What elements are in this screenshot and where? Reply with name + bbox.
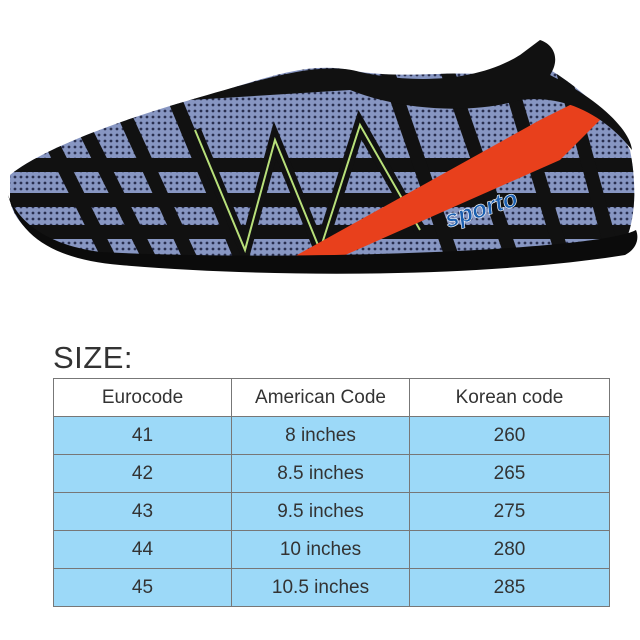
table-header-row: Eurocode American Code Korean code <box>53 378 610 417</box>
cell-american-code: 8.5 inches <box>231 454 410 493</box>
cell-korean-code: 275 <box>409 492 610 531</box>
cell-eurocode: 45 <box>53 568 232 607</box>
size-title: SIZE: <box>53 340 134 375</box>
table-row: 45 10.5 inches 285 <box>53 568 610 607</box>
cell-american-code: 10.5 inches <box>231 568 410 607</box>
cell-korean-code: 265 <box>409 454 610 493</box>
cell-eurocode: 44 <box>53 530 232 569</box>
header-eurocode: Eurocode <box>53 378 232 417</box>
cell-american-code: 10 inches <box>231 530 410 569</box>
cell-korean-code: 280 <box>409 530 610 569</box>
sole <box>8 195 638 274</box>
table-row: 41 8 inches 260 <box>53 416 610 455</box>
header-korean-code: Korean code <box>409 378 610 417</box>
table-row: 44 10 inches 280 <box>53 530 610 569</box>
cell-american-code: 8 inches <box>231 416 410 455</box>
size-chart-table: Eurocode American Code Korean code 41 8 … <box>53 378 610 607</box>
table-row: 42 8.5 inches 265 <box>53 454 610 493</box>
shoe-image: sporto <box>8 40 638 274</box>
header-american-code: American Code <box>231 378 410 417</box>
cell-eurocode: 42 <box>53 454 232 493</box>
collar <box>190 40 632 150</box>
cell-eurocode: 43 <box>53 492 232 531</box>
cell-eurocode: 41 <box>53 416 232 455</box>
table-row: 43 9.5 inches 275 <box>53 492 610 531</box>
cell-american-code: 9.5 inches <box>231 492 410 531</box>
cell-korean-code: 285 <box>409 568 610 607</box>
cell-korean-code: 260 <box>409 416 610 455</box>
